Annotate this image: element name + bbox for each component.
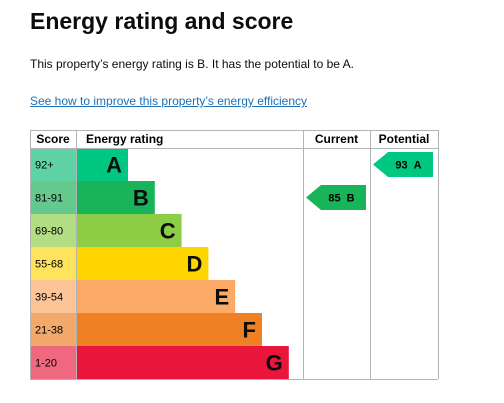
score-cell bbox=[30, 148, 76, 181]
summary: This property’s energy rating is B. It h… bbox=[30, 57, 354, 71]
current-arrow bbox=[306, 185, 366, 210]
rating-bar bbox=[76, 148, 128, 181]
column-header: Potential bbox=[379, 132, 430, 146]
rating-bar bbox=[76, 181, 155, 214]
rating-bar bbox=[76, 346, 289, 379]
column-header: Energy rating bbox=[86, 132, 163, 146]
score-cell bbox=[30, 181, 76, 214]
score-label: 21-38 bbox=[35, 324, 63, 336]
score-cell bbox=[30, 313, 76, 346]
rating-letter: G bbox=[266, 350, 283, 375]
column-header: Score bbox=[36, 132, 70, 146]
score-label: 69-80 bbox=[35, 225, 63, 237]
potential-rating: A bbox=[414, 159, 422, 171]
score-label: 55-68 bbox=[35, 258, 63, 270]
score-label: 81-91 bbox=[35, 192, 63, 204]
rating-letter: F bbox=[243, 317, 256, 342]
rating-bar bbox=[76, 280, 236, 313]
rating-bar bbox=[76, 214, 182, 247]
rating-bar bbox=[76, 247, 209, 280]
score-label: 92+ bbox=[35, 159, 54, 171]
score-cell bbox=[30, 346, 76, 379]
rating-letter: A bbox=[106, 152, 122, 177]
potential-label: 93 A bbox=[395, 159, 421, 171]
score-cell bbox=[30, 280, 76, 313]
score-cell bbox=[30, 214, 76, 247]
rating-letter: B bbox=[133, 185, 149, 210]
potential-score: 93 bbox=[395, 159, 407, 171]
rating-letter: C bbox=[160, 218, 176, 243]
title: Energy rating and score bbox=[30, 8, 294, 34]
score-cell bbox=[30, 247, 76, 280]
rating-letter: D bbox=[187, 251, 203, 276]
current-label: 85 B bbox=[328, 192, 354, 204]
rating-bar bbox=[76, 313, 262, 346]
current-score: 85 bbox=[328, 192, 340, 204]
potential-arrow bbox=[373, 152, 433, 177]
score-label: 39-54 bbox=[35, 291, 63, 303]
score-label: 1-20 bbox=[35, 357, 57, 369]
current-rating: B bbox=[347, 192, 355, 204]
column-header: Current bbox=[315, 132, 358, 146]
improve-link[interactable]: See how to improve this property’s energ… bbox=[30, 94, 308, 108]
rating-letter: E bbox=[215, 284, 230, 309]
